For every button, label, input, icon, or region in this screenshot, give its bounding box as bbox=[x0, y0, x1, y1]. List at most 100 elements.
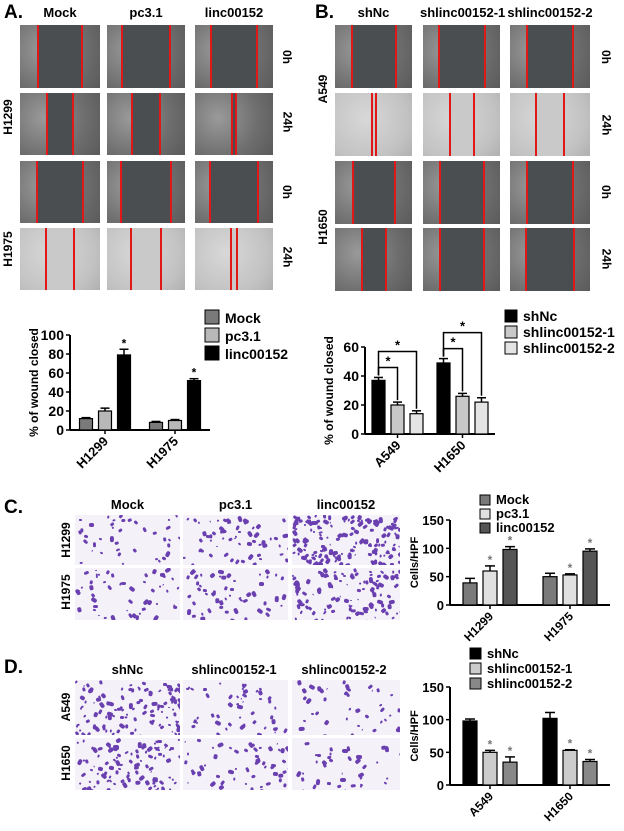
transwell-image bbox=[75, 738, 180, 790]
wound-image bbox=[423, 25, 500, 88]
d-col-header: shlinc00152-1 bbox=[191, 662, 277, 677]
a-time-label: 0h bbox=[280, 49, 295, 65]
legend-swatch bbox=[204, 309, 220, 325]
x-tick-label: H1975 bbox=[541, 609, 576, 644]
y-tick-label: 100 bbox=[41, 327, 65, 343]
legend-label: shlinc00152-2 bbox=[523, 340, 615, 356]
y-tick-label: 60 bbox=[48, 365, 64, 381]
bar-Mock bbox=[78, 417, 94, 431]
wound-image bbox=[510, 161, 590, 224]
bar-Mock bbox=[542, 576, 558, 606]
wound-image bbox=[195, 25, 273, 88]
bar-shlinc00152-1 bbox=[482, 751, 498, 786]
bar-shlinc00152-2 bbox=[582, 760, 598, 786]
a-row-label: H1975 bbox=[1, 231, 15, 267]
x-tick-label: H1975 bbox=[143, 434, 181, 472]
bar-linc00152 bbox=[582, 550, 598, 606]
b-time-label: 0h bbox=[599, 184, 614, 200]
c-row-label: H1975 bbox=[59, 574, 73, 610]
x-tick-label: A549 bbox=[371, 438, 404, 471]
d-col-header: shNc bbox=[111, 662, 144, 677]
y-tick-label: 0 bbox=[56, 422, 64, 438]
wound-image bbox=[195, 93, 273, 155]
significance-star: * bbox=[488, 737, 493, 751]
a-time-label: 0h bbox=[280, 184, 295, 200]
legend-swatch bbox=[479, 494, 491, 506]
bar-pc3.1 bbox=[97, 410, 113, 431]
wound-image bbox=[335, 228, 412, 291]
wound-image bbox=[510, 228, 590, 291]
legend-swatch bbox=[504, 325, 518, 339]
y-axis-label: % of wound closed bbox=[27, 328, 41, 437]
y-tick-label: 0 bbox=[437, 598, 444, 613]
a-time-label: 24h bbox=[280, 111, 295, 133]
transwell-image bbox=[183, 515, 288, 565]
x-tick-label: A549 bbox=[466, 789, 496, 819]
y-tick-label: 20 bbox=[48, 403, 64, 419]
b-row-label: A549 bbox=[316, 74, 330, 104]
y-axis-label: % of wound closed bbox=[322, 336, 336, 445]
bar-shlinc00152-1 bbox=[390, 404, 405, 435]
wound-image bbox=[423, 228, 500, 291]
significance-star: * bbox=[385, 353, 391, 368]
legend-swatch bbox=[479, 508, 491, 520]
significance-star: * bbox=[192, 366, 197, 380]
legend-label: pc3.1 bbox=[225, 328, 261, 344]
a-col-header: Mock bbox=[43, 5, 77, 20]
chart-a-wound-closure: 0 20 40 60 80 100% of wound closed H1299 * H1975… bbox=[27, 309, 288, 472]
y-tick-label: 0 bbox=[437, 778, 444, 793]
legend-swatch bbox=[469, 662, 482, 675]
significance-star: * bbox=[588, 747, 593, 761]
y-tick-label: 100 bbox=[422, 713, 444, 728]
bar-pc3.1 bbox=[562, 574, 578, 606]
bar-linc00152 bbox=[116, 354, 132, 431]
legend-swatch bbox=[204, 327, 220, 343]
legend-swatch bbox=[204, 345, 220, 361]
a-row-label: H1299 bbox=[1, 99, 15, 135]
wound-image bbox=[107, 228, 185, 290]
c-col-header: pc3.1 bbox=[218, 497, 253, 512]
y-tick-label: 100 bbox=[422, 541, 444, 556]
y-axis-label: Cells/HPF bbox=[409, 710, 421, 762]
wound-image bbox=[195, 161, 273, 223]
bar-shNc bbox=[462, 720, 478, 786]
y-axis-label: Cells/HPF bbox=[409, 537, 421, 589]
significance-bracket bbox=[377, 350, 418, 409]
transwell-image bbox=[292, 568, 400, 620]
bar-shlinc00152-2 bbox=[502, 761, 518, 786]
bar-shNc bbox=[542, 717, 558, 786]
legend-label: shlinc00152-1 bbox=[523, 324, 615, 340]
c-row-label: H1299 bbox=[59, 522, 73, 558]
a-col-header: pc3.1 bbox=[129, 5, 163, 20]
legend-label: linc00152 bbox=[496, 520, 555, 535]
y-tick-label: 60 bbox=[343, 339, 359, 355]
wound-image bbox=[107, 93, 185, 155]
wound-image bbox=[423, 93, 500, 156]
wound-image bbox=[20, 161, 100, 223]
wound-image bbox=[195, 228, 273, 290]
x-tick-label: H1650 bbox=[431, 438, 469, 476]
legend-label: pc3.1 bbox=[496, 506, 529, 521]
y-tick-label: 50 bbox=[430, 745, 444, 760]
bar-linc00152 bbox=[502, 548, 518, 606]
significance-star: * bbox=[488, 553, 493, 567]
wound-image bbox=[423, 161, 500, 224]
transwell-image bbox=[75, 568, 180, 620]
wound-image bbox=[335, 93, 412, 156]
bar-shNc bbox=[371, 379, 386, 435]
chart-b-wound-closure: 0 20 40 60 % of wound closed A549 * * H1650 * * shN… bbox=[322, 308, 615, 476]
legend-swatch bbox=[469, 647, 482, 660]
transwell-image bbox=[292, 738, 400, 790]
wound-image bbox=[510, 93, 590, 156]
x-tick-label: H1299 bbox=[461, 609, 496, 644]
transwell-image bbox=[183, 568, 288, 620]
wound-image bbox=[335, 161, 412, 224]
y-tick-label: 40 bbox=[48, 384, 64, 400]
significance-star: * bbox=[568, 737, 573, 751]
bar-Mock bbox=[462, 582, 478, 606]
b-time-label: 24h bbox=[599, 248, 614, 270]
c-col-header: Mock bbox=[110, 497, 145, 512]
transwell-image bbox=[292, 515, 400, 565]
legend-swatch bbox=[479, 522, 491, 534]
